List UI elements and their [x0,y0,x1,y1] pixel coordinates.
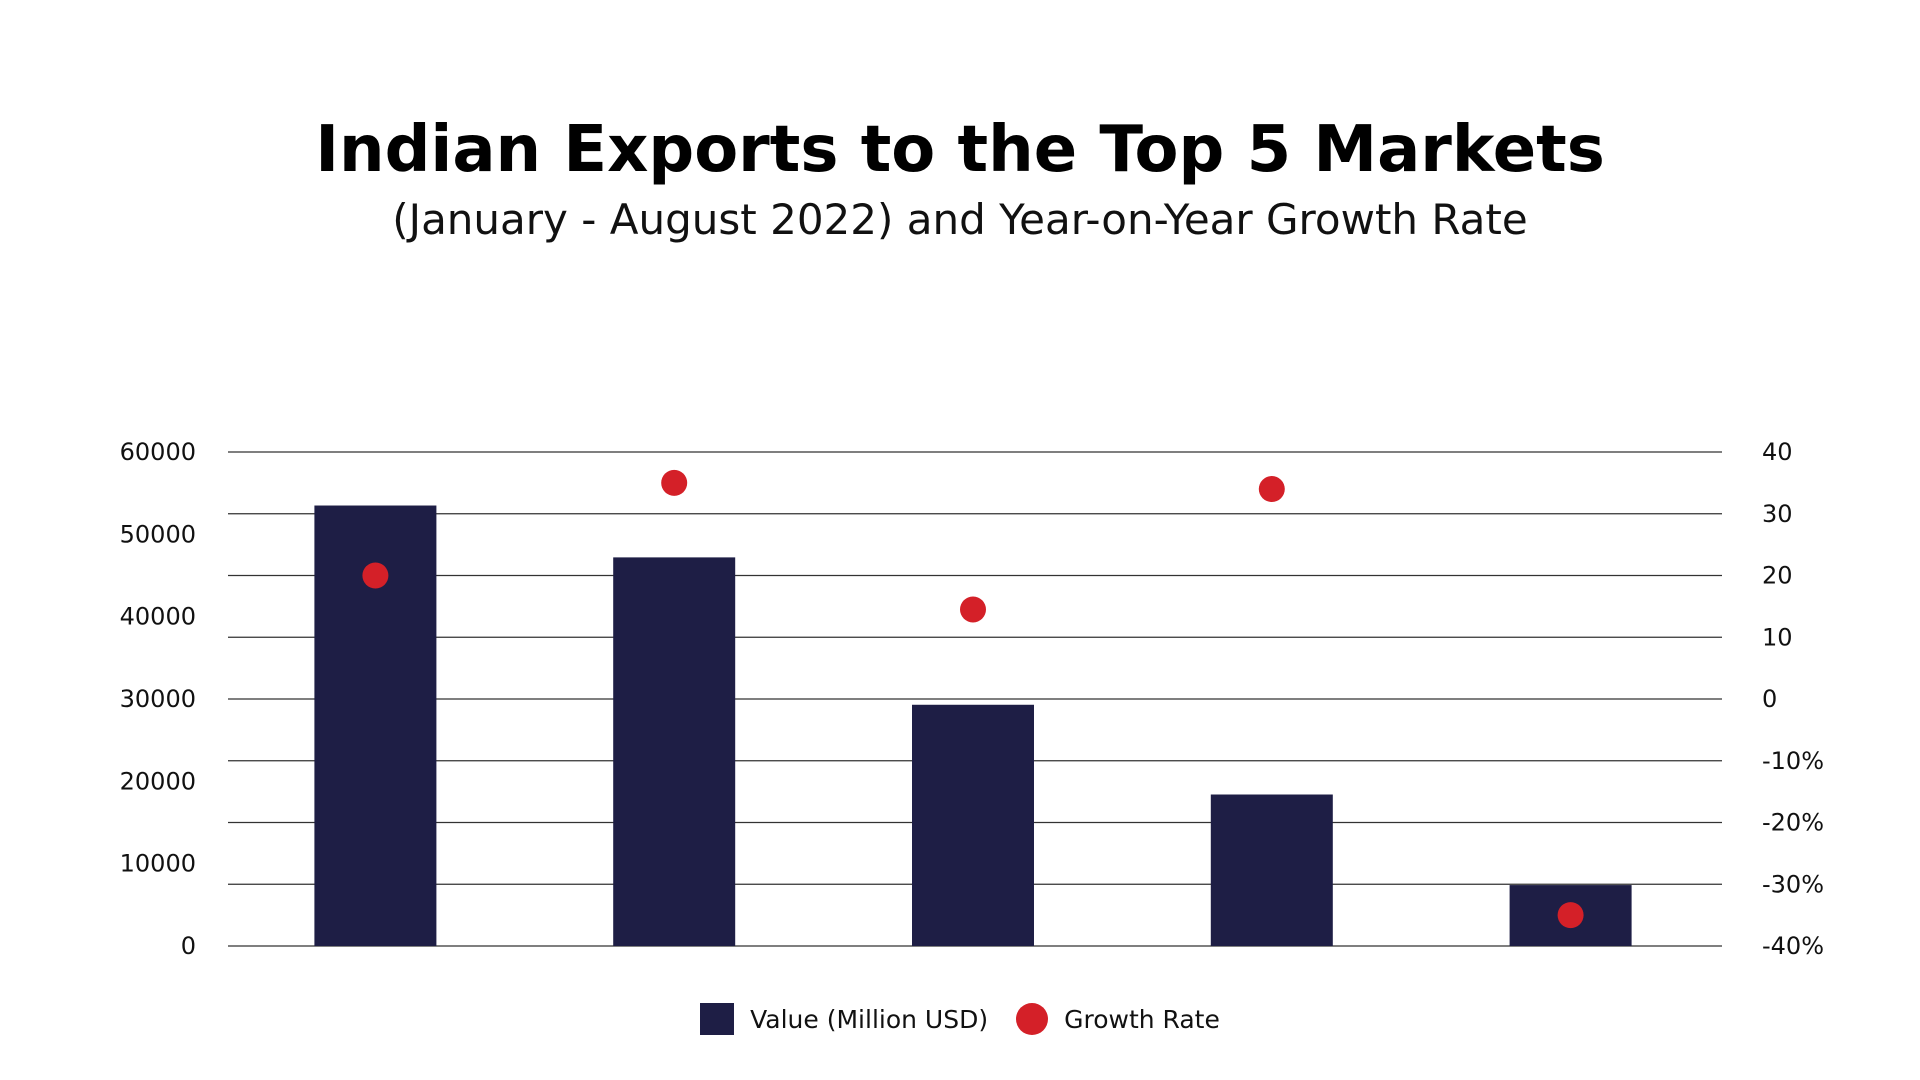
bar [613,557,736,946]
right-tick-label: -20% [1762,809,1824,837]
legend: Value (Million USD) Growth Rate [0,1003,1920,1035]
right-tick-label: -40% [1762,932,1824,960]
chart-title: Indian Exports to the Top 5 Markets [315,113,1605,187]
legend-bar-swatch [700,1003,735,1035]
legend-item-growth: Growth Rate [988,1003,1220,1035]
growth-dot [1557,902,1584,929]
left-tick-label: 0 [181,932,196,960]
right-tick-label: -10% [1762,747,1824,775]
left-tick-label: 20000 [120,767,196,795]
chart-subtitle: (January - August 2022) and Year-on-Year… [392,195,1528,244]
right-tick-label: -30% [1762,870,1824,898]
bar-series [314,505,1632,946]
left-tick-label: 60000 [120,438,196,466]
legend-dot-swatch [1016,1003,1049,1035]
right-tick-label: 40 [1762,438,1793,466]
left-tick-label: 40000 [120,603,196,631]
legend-item-value: Value (Million USD) [700,1003,988,1035]
chart-header: Indian Exports to the Top 5 Markets (Jan… [0,108,1920,248]
legend-label-value: Value (Million USD) [750,1004,989,1034]
growth-dot [1258,476,1285,503]
growth-dot [960,596,986,623]
growth-rate-series [362,469,1584,929]
bar [1210,794,1333,946]
right-tick-label: 0 [1762,685,1777,713]
right-tick-label: 30 [1762,500,1793,528]
left-tick-label: 50000 [120,520,196,548]
growth-dot [661,469,688,496]
left-tick-label: 30000 [120,685,196,713]
right-axis-ticks: -40% -30% -20% -10% 0 10 20 30 40 [1762,438,1824,960]
legend-label-growth: Growth Rate [1064,1004,1220,1034]
right-tick-label: 10 [1762,623,1793,651]
left-axis-ticks: 0 10000 20000 30000 40000 50000 60000 [120,438,196,960]
growth-dot [362,562,389,589]
right-tick-label: 20 [1762,562,1793,590]
left-tick-label: 10000 [120,850,196,878]
bar [912,704,1034,946]
